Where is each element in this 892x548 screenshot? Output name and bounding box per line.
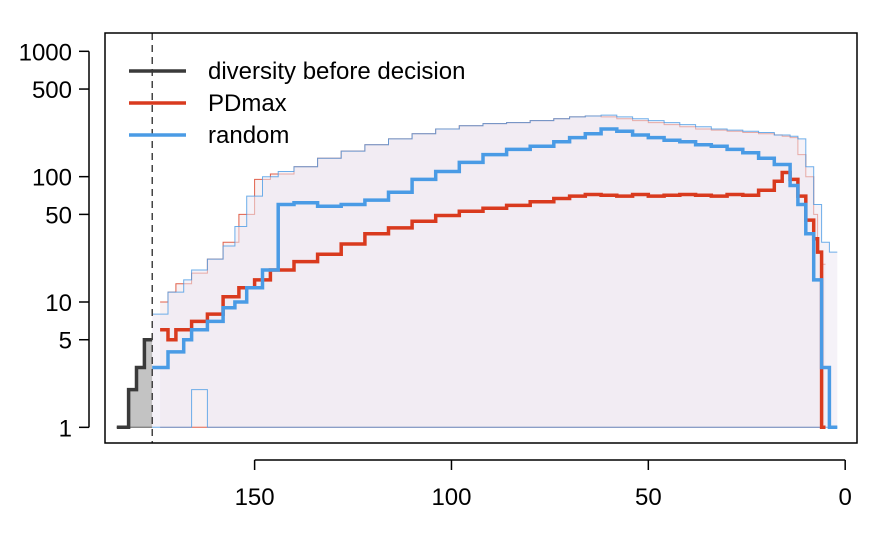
legend: diversity before decision PDmax random [129,58,465,149]
y-tick-label: 5 [59,328,72,355]
series-line-3 [152,127,838,430]
y-tick-label: 50 [45,202,72,229]
y-tick-label: 500 [32,77,72,104]
x-tick-label: 50 [635,484,662,511]
band-3 [152,115,838,428]
series-lines [116,127,838,430]
series-line-1 [116,337,153,430]
x-tick-label: 150 [235,484,275,511]
series-line-2 [160,170,826,430]
band-lower-3 [152,389,838,428]
y-tick-label: 1000 [19,39,72,66]
band-upper-3 [152,114,838,315]
legend-label: PDmax [208,90,287,117]
legend-label: random [208,122,289,149]
y-tick-label: 10 [45,290,72,317]
plot-frame [104,32,858,444]
y-tick-label: 1 [59,415,72,442]
x-tick-label: 100 [431,484,471,511]
y-tick-label: 100 [32,165,72,192]
band-1 [116,339,153,428]
x-tick-label: 0 [839,484,852,511]
y-axis: 1 5 10 50 100 500 1000 [19,39,90,442]
legend-label: diversity before decision [208,58,465,85]
x-axis: 150 100 50 0 [235,459,852,511]
uncertainty-bands [116,114,838,428]
